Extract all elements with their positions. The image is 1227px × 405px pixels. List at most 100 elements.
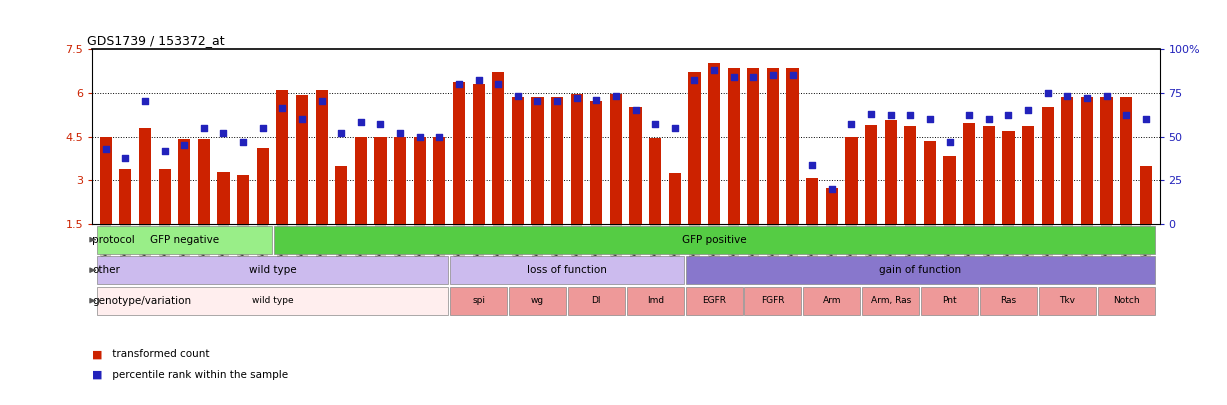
Bar bbox=[355, 136, 367, 224]
Bar bbox=[413, 136, 426, 224]
Point bbox=[626, 107, 645, 113]
Bar bbox=[610, 94, 622, 224]
Text: Ras: Ras bbox=[1000, 296, 1016, 305]
Bar bbox=[627, 287, 683, 315]
Point bbox=[488, 81, 508, 87]
Bar bbox=[1081, 97, 1093, 224]
Bar bbox=[1120, 97, 1133, 224]
Bar bbox=[492, 72, 504, 224]
Bar bbox=[747, 68, 760, 224]
Point bbox=[567, 95, 587, 101]
Text: GFP negative: GFP negative bbox=[150, 234, 218, 245]
Point bbox=[390, 130, 410, 136]
Bar bbox=[980, 287, 1037, 315]
Bar bbox=[787, 68, 799, 224]
Bar bbox=[97, 287, 448, 315]
Point bbox=[685, 77, 704, 83]
Bar bbox=[472, 84, 485, 224]
Bar bbox=[863, 287, 919, 315]
Bar bbox=[1098, 287, 1155, 315]
Point bbox=[1077, 95, 1097, 101]
Bar bbox=[374, 136, 387, 224]
Bar bbox=[512, 97, 524, 224]
Text: Notch: Notch bbox=[1113, 296, 1140, 305]
Point bbox=[155, 147, 174, 154]
Point bbox=[1058, 93, 1077, 99]
Text: wild type: wild type bbox=[252, 296, 293, 305]
Point bbox=[802, 162, 822, 168]
Bar bbox=[688, 72, 701, 224]
Bar bbox=[551, 97, 563, 224]
Point bbox=[312, 98, 331, 104]
Point bbox=[901, 112, 920, 119]
Point bbox=[449, 81, 469, 87]
Bar bbox=[921, 287, 978, 315]
Point bbox=[213, 130, 233, 136]
Text: percentile rank within the sample: percentile rank within the sample bbox=[109, 370, 288, 379]
Bar bbox=[845, 136, 858, 224]
Point bbox=[999, 112, 1018, 119]
Bar bbox=[531, 97, 544, 224]
Point bbox=[665, 124, 685, 131]
Bar bbox=[629, 107, 642, 224]
Point bbox=[272, 105, 292, 112]
Text: Imd: Imd bbox=[647, 296, 664, 305]
Bar bbox=[276, 90, 288, 224]
Bar bbox=[708, 63, 720, 224]
Bar bbox=[806, 177, 818, 224]
Text: protocol: protocol bbox=[92, 234, 135, 245]
Text: spi: spi bbox=[472, 296, 485, 305]
Point bbox=[744, 73, 763, 80]
Text: GFP positive: GFP positive bbox=[682, 234, 746, 245]
Bar bbox=[433, 136, 445, 224]
Bar bbox=[963, 124, 975, 224]
Bar bbox=[335, 166, 347, 224]
Bar bbox=[1101, 97, 1113, 224]
Point bbox=[194, 124, 213, 131]
Point bbox=[174, 142, 194, 149]
Point bbox=[1117, 112, 1136, 119]
Bar bbox=[686, 287, 742, 315]
Point bbox=[469, 77, 488, 83]
Bar bbox=[686, 256, 1155, 284]
Point bbox=[1097, 93, 1117, 99]
Text: EGFR: EGFR bbox=[702, 296, 726, 305]
Point bbox=[763, 72, 783, 78]
Text: transformed count: transformed count bbox=[109, 350, 210, 359]
Bar bbox=[745, 287, 801, 315]
Text: Tkv: Tkv bbox=[1059, 296, 1075, 305]
Bar bbox=[1140, 166, 1152, 224]
Point bbox=[645, 121, 665, 128]
Bar bbox=[571, 94, 583, 224]
Point bbox=[960, 112, 979, 119]
Point bbox=[96, 145, 115, 152]
Bar bbox=[158, 169, 171, 224]
Bar bbox=[924, 141, 936, 224]
Bar bbox=[669, 173, 681, 224]
Bar bbox=[767, 68, 779, 224]
Bar bbox=[1061, 97, 1074, 224]
Point bbox=[704, 66, 724, 73]
Text: FGFR: FGFR bbox=[761, 296, 785, 305]
Bar bbox=[217, 172, 229, 224]
Bar bbox=[804, 287, 860, 315]
Bar bbox=[1042, 107, 1054, 224]
Text: GDS1739 / 153372_at: GDS1739 / 153372_at bbox=[87, 34, 225, 47]
Point bbox=[331, 130, 351, 136]
Point bbox=[1018, 107, 1038, 113]
Bar bbox=[394, 136, 406, 224]
Text: loss of function: loss of function bbox=[526, 265, 607, 275]
Point bbox=[822, 186, 842, 192]
Point bbox=[979, 116, 999, 122]
Point bbox=[135, 98, 155, 104]
Point bbox=[351, 119, 371, 126]
Bar bbox=[237, 175, 249, 224]
Point bbox=[842, 121, 861, 128]
Point bbox=[508, 93, 528, 99]
Bar bbox=[296, 96, 308, 224]
Text: wild type: wild type bbox=[249, 265, 297, 275]
Point bbox=[881, 112, 901, 119]
Text: Dl: Dl bbox=[591, 296, 601, 305]
Point bbox=[253, 124, 272, 131]
Text: Pnt: Pnt bbox=[942, 296, 957, 305]
